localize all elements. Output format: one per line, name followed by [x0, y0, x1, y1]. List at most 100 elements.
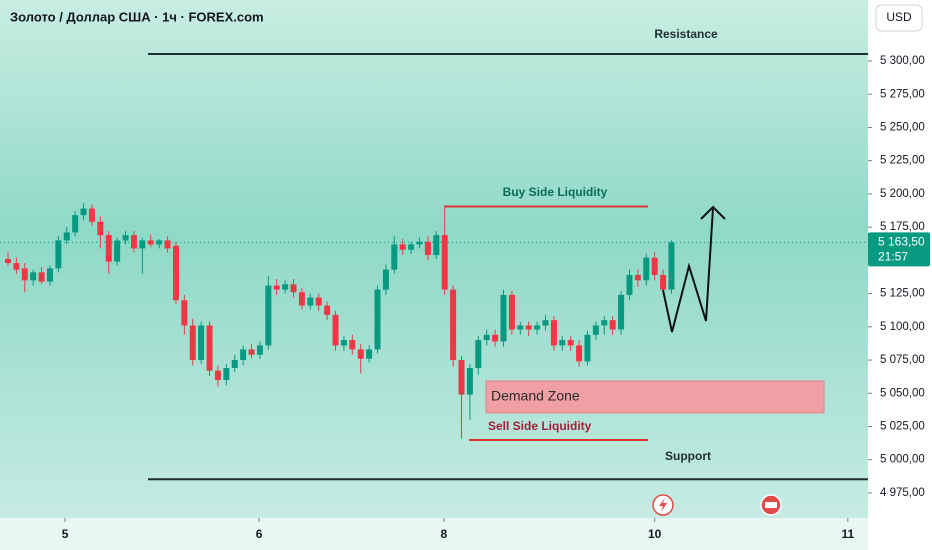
zigzag-path [662, 207, 714, 333]
candle-body [265, 285, 272, 346]
candle-body [223, 368, 230, 380]
candle-body [181, 300, 188, 326]
candle-body [660, 274, 667, 290]
candle-body [307, 297, 314, 306]
y-tick-label: 5 250,00 [880, 121, 925, 133]
candle-body [240, 349, 247, 361]
candle-body [559, 340, 566, 346]
event-icons [652, 494, 782, 516]
candle-body [4, 259, 11, 264]
y-tick-label: 5 275,00 [880, 88, 925, 100]
zone-label: Demand Zone [491, 388, 580, 404]
y-tick-label: 5 125,00 [880, 288, 925, 300]
candle-body [483, 334, 490, 341]
candle-body [550, 320, 557, 346]
candle-body [315, 297, 322, 306]
candle-body [357, 349, 364, 359]
candle-body [424, 241, 431, 256]
candle-body [466, 368, 473, 395]
candle-body [651, 257, 658, 275]
candle-body [38, 272, 45, 282]
candle-body [416, 241, 423, 245]
candle-body [340, 340, 347, 346]
candle-body [164, 240, 171, 249]
candle-body [391, 244, 398, 270]
candle-body [198, 325, 205, 361]
currency-label[interactable]: USD [886, 10, 912, 24]
candle-body [601, 320, 608, 326]
candle-body [114, 240, 121, 262]
candle-body [576, 345, 583, 362]
candle-body [122, 235, 129, 241]
y-tick-label: 5 025,00 [880, 421, 925, 433]
candle-body [458, 360, 465, 395]
y-tick-label: 5 225,00 [880, 155, 925, 167]
candle-body [147, 240, 154, 245]
candle-body [332, 314, 339, 346]
candle-body [542, 320, 549, 326]
candle-body [374, 289, 381, 350]
candle-body [63, 232, 70, 241]
candle-body [248, 349, 255, 355]
candle-body [492, 334, 499, 342]
level-label: Resistance [654, 27, 718, 41]
y-tick-label: 5 300,00 [880, 55, 925, 67]
candle-body [643, 257, 650, 281]
candle-body [273, 285, 280, 290]
candle-body [290, 284, 297, 293]
candle-body [475, 340, 482, 369]
y-tick-label: 5 175,00 [880, 221, 925, 233]
candle-body [189, 325, 196, 361]
flag [765, 502, 777, 508]
candle-body [88, 208, 95, 222]
projection-arrow [662, 205, 726, 333]
candle-body [21, 268, 28, 281]
candle-body [366, 349, 373, 359]
price-tag [868, 232, 930, 267]
candle-body [441, 235, 448, 290]
plot [0, 52, 868, 481]
level-label: Sell Side Liquidity [488, 419, 592, 433]
candle-body [382, 269, 389, 290]
candle-body [97, 221, 104, 236]
y-tick-label: 4 975,00 [880, 487, 925, 499]
candle-body [13, 263, 20, 270]
candle-body [618, 294, 625, 330]
level-label: Support [665, 449, 711, 463]
candle-body [139, 240, 146, 249]
candle-body [668, 242, 675, 290]
candle-body [130, 235, 137, 249]
currency-button[interactable] [875, 4, 923, 32]
countdown-label: 21:57 [878, 250, 908, 264]
y-tick-label: 5 050,00 [880, 387, 925, 399]
candle-body [609, 320, 616, 330]
candle-body [282, 284, 289, 290]
candle-body [626, 274, 633, 295]
candle-body [349, 340, 356, 350]
candle-body [256, 345, 263, 355]
time-axis [0, 518, 868, 550]
candle-body [55, 240, 62, 269]
price-tag-label: 5 163,50 [878, 235, 925, 249]
candle-body [534, 325, 541, 330]
x-tick-label: 8 [441, 527, 448, 541]
x-tick-label: 10 [648, 527, 662, 541]
arrow-head [700, 205, 726, 220]
candle-body [508, 294, 515, 330]
candle-body [46, 268, 53, 282]
x-tick-label: 6 [256, 527, 263, 541]
candle-body [433, 235, 440, 256]
candle-body [517, 325, 524, 330]
candle-body [298, 292, 305, 306]
candle-body [500, 294, 507, 342]
candle-body [634, 274, 641, 281]
y-tick-label: 5 075,00 [880, 354, 925, 366]
candle-body [450, 289, 457, 361]
level-label: Buy Side Liquidity [503, 185, 608, 199]
candle-body [80, 208, 87, 216]
price-axis [868, 0, 932, 550]
candle-body [324, 305, 331, 315]
candle-body [408, 244, 415, 250]
y-tick-label: 5 100,00 [880, 321, 925, 333]
